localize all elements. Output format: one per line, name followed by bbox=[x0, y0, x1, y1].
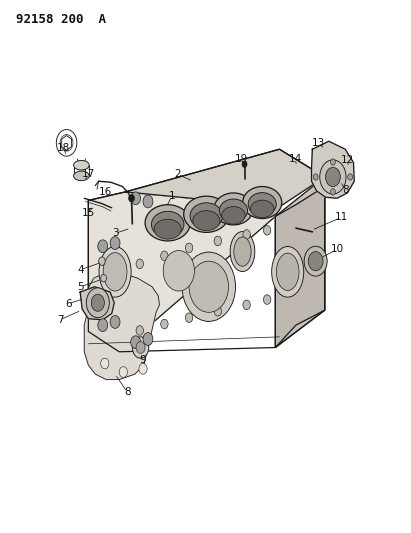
Circle shape bbox=[101, 358, 109, 369]
Ellipse shape bbox=[193, 211, 220, 231]
Text: 14: 14 bbox=[289, 154, 302, 164]
Circle shape bbox=[110, 316, 120, 328]
Ellipse shape bbox=[242, 187, 282, 219]
Circle shape bbox=[214, 306, 222, 316]
Ellipse shape bbox=[315, 160, 351, 193]
Polygon shape bbox=[88, 192, 279, 352]
Ellipse shape bbox=[219, 199, 247, 222]
Text: 4: 4 bbox=[77, 265, 84, 274]
Ellipse shape bbox=[276, 253, 299, 290]
Ellipse shape bbox=[103, 253, 127, 291]
Text: 17: 17 bbox=[82, 169, 95, 179]
Circle shape bbox=[243, 300, 250, 310]
Text: 3: 3 bbox=[112, 229, 118, 238]
Ellipse shape bbox=[74, 171, 89, 181]
Ellipse shape bbox=[184, 196, 229, 232]
Circle shape bbox=[243, 230, 250, 239]
Circle shape bbox=[139, 364, 147, 374]
Ellipse shape bbox=[248, 192, 276, 216]
Circle shape bbox=[330, 159, 335, 165]
Circle shape bbox=[129, 195, 134, 202]
Polygon shape bbox=[125, 149, 325, 207]
Circle shape bbox=[136, 326, 143, 335]
Text: 12: 12 bbox=[341, 155, 354, 165]
Ellipse shape bbox=[272, 246, 304, 297]
Circle shape bbox=[214, 236, 222, 246]
Circle shape bbox=[330, 189, 335, 195]
Circle shape bbox=[98, 240, 108, 253]
Polygon shape bbox=[275, 187, 325, 348]
Circle shape bbox=[263, 295, 271, 304]
Circle shape bbox=[320, 160, 346, 194]
Circle shape bbox=[313, 174, 318, 180]
Circle shape bbox=[161, 319, 168, 329]
Circle shape bbox=[143, 333, 153, 345]
Text: 19: 19 bbox=[235, 154, 248, 164]
Circle shape bbox=[110, 237, 120, 249]
Polygon shape bbox=[80, 287, 114, 320]
Text: 1: 1 bbox=[169, 191, 175, 201]
Ellipse shape bbox=[222, 206, 245, 224]
Ellipse shape bbox=[214, 193, 253, 225]
Ellipse shape bbox=[154, 219, 181, 239]
Ellipse shape bbox=[151, 212, 184, 237]
Circle shape bbox=[132, 337, 149, 358]
Ellipse shape bbox=[250, 200, 274, 218]
Ellipse shape bbox=[74, 160, 89, 170]
Circle shape bbox=[131, 336, 141, 349]
Text: 92158 200  A: 92158 200 A bbox=[16, 13, 106, 26]
Ellipse shape bbox=[190, 203, 223, 229]
Text: 18: 18 bbox=[57, 143, 70, 153]
Circle shape bbox=[185, 243, 193, 253]
Text: 8: 8 bbox=[124, 387, 131, 397]
Circle shape bbox=[308, 252, 323, 271]
Circle shape bbox=[163, 251, 194, 291]
Text: 5: 5 bbox=[77, 282, 84, 292]
Text: 16: 16 bbox=[99, 187, 112, 197]
Text: 8: 8 bbox=[342, 185, 349, 195]
Ellipse shape bbox=[234, 237, 251, 266]
Text: 11: 11 bbox=[335, 213, 348, 222]
Circle shape bbox=[91, 294, 104, 311]
Polygon shape bbox=[275, 177, 325, 348]
Ellipse shape bbox=[99, 246, 131, 297]
Circle shape bbox=[185, 313, 193, 322]
Circle shape bbox=[263, 225, 271, 235]
Circle shape bbox=[189, 261, 229, 312]
Circle shape bbox=[131, 192, 141, 205]
Circle shape bbox=[101, 274, 106, 282]
Circle shape bbox=[86, 288, 109, 318]
Circle shape bbox=[98, 319, 108, 332]
Ellipse shape bbox=[230, 231, 255, 271]
Circle shape bbox=[99, 257, 105, 265]
Circle shape bbox=[326, 167, 340, 187]
Polygon shape bbox=[312, 141, 354, 198]
Circle shape bbox=[182, 252, 236, 321]
Ellipse shape bbox=[145, 205, 190, 241]
Circle shape bbox=[136, 342, 145, 353]
Circle shape bbox=[304, 246, 327, 276]
Text: 6: 6 bbox=[65, 299, 72, 309]
Circle shape bbox=[143, 195, 153, 208]
Circle shape bbox=[161, 251, 168, 261]
Circle shape bbox=[136, 259, 143, 269]
Text: 15: 15 bbox=[82, 208, 95, 218]
Text: 13: 13 bbox=[312, 138, 325, 148]
Circle shape bbox=[119, 367, 127, 377]
Circle shape bbox=[242, 161, 247, 167]
Text: 9: 9 bbox=[140, 356, 146, 365]
Circle shape bbox=[348, 174, 353, 180]
Text: 2: 2 bbox=[174, 169, 181, 179]
Text: 7: 7 bbox=[57, 315, 63, 325]
Text: 10: 10 bbox=[330, 245, 344, 254]
Polygon shape bbox=[84, 273, 159, 379]
